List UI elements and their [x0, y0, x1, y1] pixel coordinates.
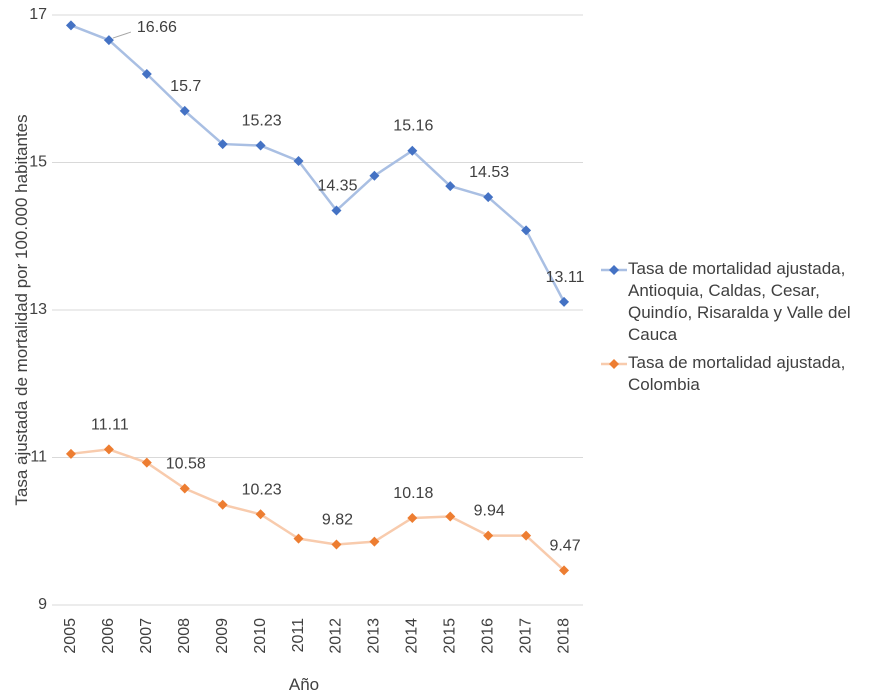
- x-tick-label: 2010: [252, 618, 269, 654]
- legend-marker-series-1: [601, 265, 627, 275]
- x-tick-label: 2005: [62, 618, 79, 654]
- x-tick-label: 2015: [441, 618, 458, 654]
- data-point: [369, 536, 380, 547]
- series-2: [65, 444, 570, 576]
- legend-item-series-1: Tasa de mortalidad ajustada, Antioquia, …: [600, 258, 872, 346]
- data-point: [445, 181, 456, 192]
- series-layer: [65, 20, 570, 576]
- data-point: [521, 225, 532, 236]
- data-point: [483, 530, 494, 541]
- x-tick-label: 2014: [404, 618, 421, 654]
- data-label: 15.16: [393, 118, 433, 135]
- data-label: 15.7: [170, 78, 201, 95]
- data-point: [255, 140, 266, 151]
- y-axis-title: Tasa ajustada de mortalidad por 100.000 …: [12, 114, 31, 505]
- series-1: [65, 20, 570, 307]
- data-point: [293, 156, 304, 167]
- x-tick-label: 2009: [214, 618, 231, 654]
- data-point: [407, 145, 418, 156]
- data-point: [559, 565, 570, 576]
- x-tick-label: 2007: [138, 618, 155, 654]
- x-tick-labels: 2005 2006 2007 2008 2009 2010 2011 2012 2013 2014…: [62, 618, 572, 654]
- data-point: [369, 170, 380, 181]
- data-label: 15.23: [242, 113, 282, 130]
- data-point: [217, 139, 228, 150]
- x-axis-title: Año: [289, 675, 319, 694]
- data-label: 14.35: [317, 177, 357, 194]
- x-tick-label: 2013: [366, 618, 383, 654]
- data-point: [141, 69, 152, 79]
- series-line: [70, 448, 565, 572]
- data-labels: 16.66 15.7 15.23 14.35 15.16 14.53 13.11 11.11 1…: [91, 19, 585, 554]
- legend-item-series-2: Tasa de mortalidad ajustada, Colombia: [600, 352, 872, 396]
- legend-label-series-1: Tasa de mortalidad ajustada, Antioquia, …: [628, 259, 851, 344]
- data-point: [179, 483, 190, 494]
- data-label: 13.11: [546, 269, 585, 286]
- legend-marker-series-2: [601, 359, 627, 369]
- data-point: [483, 192, 494, 203]
- data-label: 9.94: [474, 503, 505, 520]
- data-point: [141, 457, 152, 468]
- data-point: [407, 512, 418, 523]
- data-point: [521, 530, 532, 541]
- data-point: [331, 539, 342, 550]
- data-point: [103, 444, 114, 455]
- y-tick-label: 9: [38, 596, 47, 613]
- data-label: 11.11: [91, 416, 129, 433]
- y-tick-label: 15: [29, 154, 47, 171]
- y-tick-label: 13: [29, 301, 47, 318]
- data-point: [103, 35, 114, 46]
- gridlines: [52, 14, 583, 606]
- data-label: 14.53: [469, 164, 509, 181]
- legend: Tasa de mortalidad ajustada, Antioquia, …: [600, 258, 872, 402]
- data-label: 9.47: [549, 537, 580, 554]
- data-label: 10.23: [242, 481, 282, 498]
- y-tick-label: 11: [30, 449, 47, 466]
- x-tick-label: 2017: [517, 618, 534, 654]
- data-label: 10.18: [393, 485, 433, 502]
- label-leader-line: [112, 31, 132, 39]
- data-point: [255, 509, 266, 520]
- data-point: [559, 296, 570, 307]
- data-label: 9.82: [322, 512, 353, 529]
- data-point: [445, 511, 456, 522]
- data-point: [217, 499, 228, 510]
- data-point: [293, 533, 304, 544]
- data-point: [65, 20, 76, 31]
- data-label: 10.58: [166, 455, 206, 472]
- x-tick-label: 2011: [290, 618, 307, 653]
- x-tick-label: 2018: [555, 618, 572, 654]
- x-tick-label: 2016: [479, 618, 496, 654]
- x-tick-label: 2012: [328, 618, 345, 654]
- x-tick-label: 2006: [100, 618, 117, 654]
- series-line: [70, 24, 566, 303]
- data-point: [179, 105, 190, 116]
- data-point: [65, 448, 76, 459]
- y-tick-labels: 9 11 13 15 17: [29, 6, 47, 613]
- y-tick-label: 17: [29, 6, 47, 23]
- x-tick-label: 2008: [176, 618, 193, 654]
- data-point: [331, 205, 342, 216]
- data-label: 16.66: [137, 19, 177, 36]
- legend-label-series-2: Tasa de mortalidad ajustada, Colombia: [628, 353, 846, 394]
